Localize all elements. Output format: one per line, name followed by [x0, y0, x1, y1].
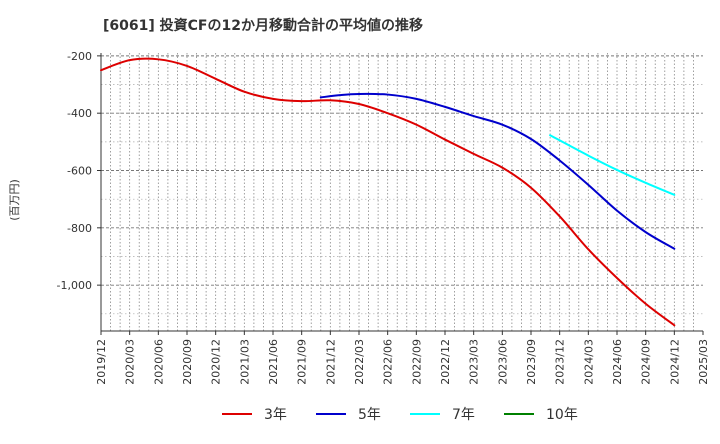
y-tick-label: -400: [67, 107, 92, 120]
x-tick-label: 2023/06: [496, 339, 509, 385]
x-tick-label: 2020/03: [124, 339, 137, 385]
x-tick-label: 2021/03: [238, 339, 251, 385]
y-tick-label: -800: [67, 222, 92, 235]
plot-background: [101, 53, 703, 331]
legend-label: 10年: [546, 407, 578, 423]
x-tick-label: 2021/12: [324, 339, 337, 385]
x-tick-label: 2021/06: [267, 339, 280, 385]
x-tick-label: 2023/12: [554, 339, 567, 385]
x-tick-label: 2024/12: [668, 339, 681, 385]
x-tick-label: 2023/09: [525, 339, 538, 385]
x-tick-label: 2022/03: [353, 339, 366, 385]
series-line-1: [100, 57, 676, 327]
x-tick-label: 2021/09: [296, 339, 309, 385]
x-tick-label: 2024/03: [582, 339, 595, 385]
x-tick-label: 2019/12: [95, 339, 108, 385]
x-tick-label: 2025/03: [697, 339, 710, 385]
legend-label: 5年: [358, 407, 381, 423]
series-line-3: [549, 134, 676, 196]
chart-title: [6061] 投資CFの12か月移動合計の平均値の推移: [103, 17, 423, 34]
x-tick-label: 2022/06: [382, 339, 395, 385]
legend-label: 7年: [452, 407, 475, 423]
plot-area: -200 -400 -600 -800 -1,000 2019/12 2020/03 2020…: [57, 50, 710, 385]
y-tick-label: -600: [67, 165, 92, 178]
x-tick-label: 2020/09: [181, 339, 194, 385]
series-line-2: [319, 92, 676, 250]
legend: 3年 5年 7年 10年: [222, 407, 578, 423]
x-tick-label: 2024/06: [611, 339, 624, 385]
y-tick-label: -1,000: [57, 279, 92, 292]
y-tick-label: -200: [67, 50, 92, 63]
x-tick-label: 2020/06: [152, 339, 165, 385]
x-tick-label: 2022/09: [410, 339, 423, 385]
y-axis-label: (百万円): [8, 179, 21, 221]
x-tick-label: 2022/12: [439, 339, 452, 385]
x-tick-label: 2024/09: [640, 339, 653, 385]
x-tick-label: 2023/03: [468, 339, 481, 385]
x-tick-label: 2020/12: [210, 339, 223, 385]
legend-label: 3年: [264, 407, 287, 423]
